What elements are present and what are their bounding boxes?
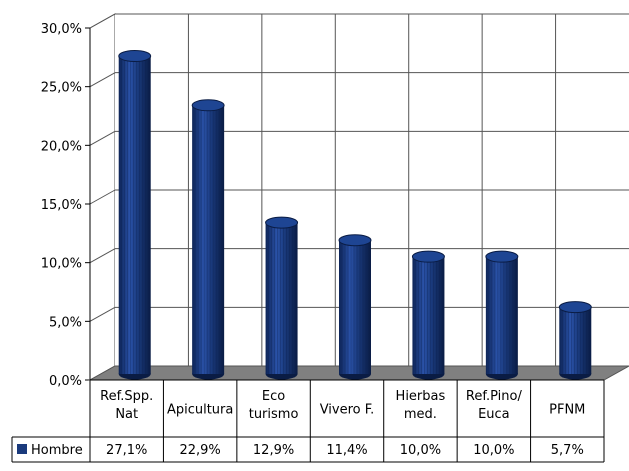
bar-body <box>339 240 371 374</box>
bar-top <box>338 234 372 247</box>
bar-body <box>265 222 298 374</box>
bar-top <box>411 250 445 263</box>
bar <box>118 50 152 380</box>
y-tick-label: 20,0% <box>41 139 82 154</box>
category-label: Hierbas <box>396 389 446 404</box>
bar-body <box>412 256 445 374</box>
bar-body <box>559 307 592 374</box>
bar <box>558 301 592 380</box>
bar-body <box>192 105 225 374</box>
y-tick-label: 30,0% <box>41 22 82 37</box>
bar <box>191 99 225 380</box>
y-tick-label: 0,0% <box>49 374 82 389</box>
category-label: Nat <box>115 407 138 422</box>
data-label: 27,1% <box>106 443 147 458</box>
bar-top <box>118 50 152 63</box>
data-label: 12,9% <box>253 443 294 458</box>
gridline-depth <box>89 306 116 322</box>
category-label: med. <box>404 407 437 422</box>
bar-top <box>265 216 299 229</box>
gridline-depth <box>89 13 116 29</box>
y-tick-label: 25,0% <box>41 81 82 96</box>
bar-body <box>485 256 518 374</box>
bar-top <box>558 301 592 314</box>
category-label: Euca <box>478 407 510 422</box>
bar <box>338 234 372 380</box>
category-label: turismo <box>249 407 299 422</box>
data-label: 10,0% <box>473 443 514 458</box>
bar-top <box>485 250 519 263</box>
category-label: Ref.Pino/ <box>466 389 523 404</box>
bar <box>485 250 519 380</box>
data-label: 10,0% <box>400 443 441 458</box>
data-label: 11,4% <box>326 443 367 458</box>
data-table: Hombre Ref.Spp. Nat 27,1% Apicultura 22,9% Eco… <box>11 379 605 463</box>
gridline-depth <box>89 72 116 88</box>
y-tick-label: 10,0% <box>41 257 82 272</box>
category-label: PFNM <box>549 403 585 418</box>
bar <box>411 250 445 380</box>
y-tick-label: 15,0% <box>41 198 82 213</box>
bar <box>265 216 299 380</box>
gridline-depth <box>89 248 116 264</box>
category-label: Eco <box>262 389 285 404</box>
bars <box>118 50 592 380</box>
data-label: 22,9% <box>179 443 220 458</box>
category-label: Ref.Spp. <box>100 389 153 404</box>
y-tick-label: 5,0% <box>49 315 82 330</box>
bar-body <box>118 56 151 374</box>
data-label: 5,7% <box>551 443 584 458</box>
bar-top <box>191 99 225 112</box>
gridline-depth <box>89 130 116 146</box>
gridline-depth <box>89 189 116 205</box>
legend-label: Hombre <box>31 443 83 458</box>
category-label: Apicultura <box>167 403 233 418</box>
category-label: Vivero F. <box>320 403 375 418</box>
legend-swatch <box>17 444 27 454</box>
